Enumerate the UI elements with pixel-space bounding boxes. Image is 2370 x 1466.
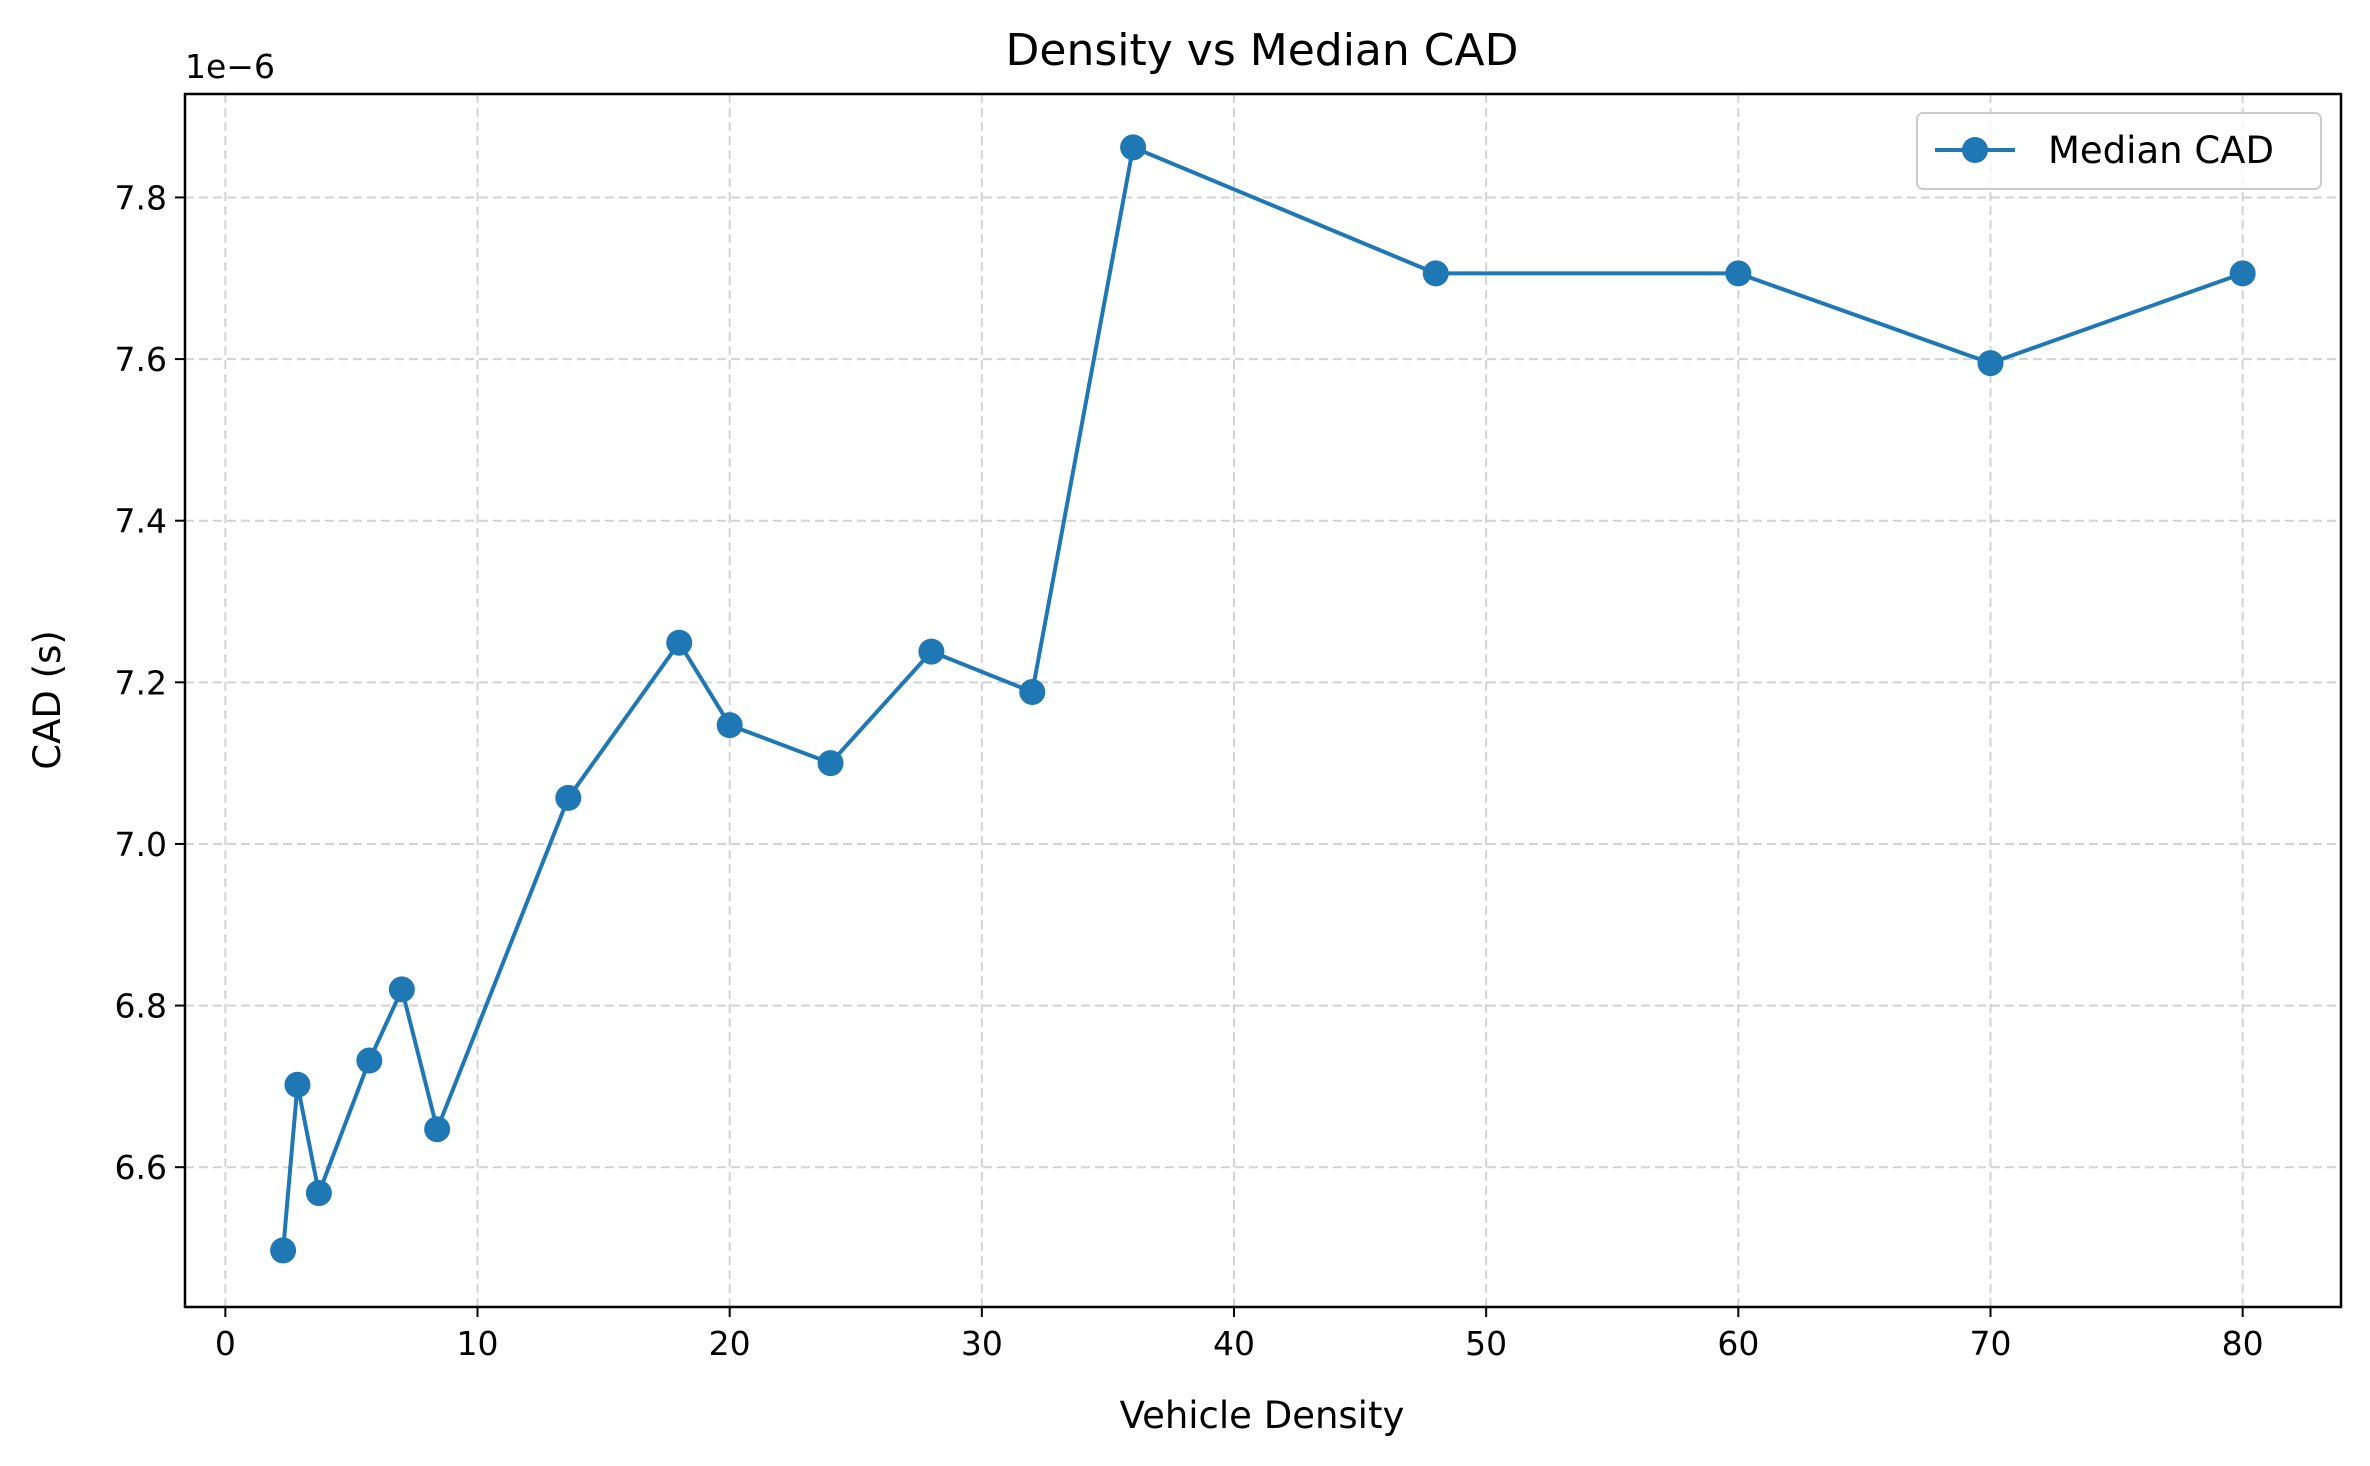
y-axis-label: CAD (s) (26, 630, 69, 770)
data-point (817, 750, 844, 777)
data-point (305, 1180, 332, 1207)
data-point (388, 976, 415, 1003)
data-point (270, 1237, 297, 1264)
x-tick-label: 10 (457, 1324, 499, 1363)
x-tick-label: 30 (961, 1324, 1003, 1363)
x-tick-label: 50 (1465, 1324, 1507, 1363)
data-point (555, 784, 582, 811)
x-tick-label: 0 (215, 1324, 236, 1363)
legend: Median CAD (1916, 112, 2322, 190)
x-tick-label: 60 (1717, 1324, 1759, 1363)
grid (185, 94, 2341, 1307)
chart-title: Density vs Median CAD (1006, 25, 1519, 76)
x-tick-label: 80 (2222, 1324, 2264, 1363)
data-point (1422, 260, 1449, 287)
data-point (666, 629, 693, 656)
y-tick-label: 7.6 (115, 340, 167, 379)
data-point (918, 638, 945, 665)
data-point (284, 1071, 311, 1098)
data-point (2229, 260, 2256, 287)
legend-marker (1962, 137, 1988, 163)
y-tick-label: 7.8 (115, 178, 167, 217)
y-offset-label: 1e−6 (185, 47, 275, 86)
y-tick-label: 7.4 (115, 502, 167, 541)
y-tick-label: 7.0 (115, 825, 167, 864)
data-point (1977, 350, 2004, 377)
data-point (356, 1047, 383, 1074)
data-point (1019, 679, 1046, 706)
x-tick-label: 70 (1969, 1324, 2011, 1363)
x-tick-label: 40 (1213, 1324, 1255, 1363)
legend-label: Median CAD (2048, 129, 2274, 172)
series-line (281, 145, 2244, 1251)
y-tick-label: 7.2 (115, 663, 167, 702)
y-tick-label: 6.8 (115, 987, 167, 1026)
y-axis: 6.6 6.8 7.0 7.2 7.4 7.6 7.8 (115, 178, 185, 1187)
data-point (1120, 134, 1147, 161)
series-layer (270, 134, 2256, 1264)
data-point (1725, 260, 1752, 287)
data-point (424, 1116, 451, 1143)
x-axis: 0 10 20 30 40 50 60 70 80 (215, 1307, 2264, 1363)
x-axis-label: Vehicle Density (1120, 1394, 1405, 1437)
data-point (716, 712, 743, 739)
legend-box (1916, 112, 2322, 190)
plot-frame (183, 92, 2343, 1309)
x-tick-label: 20 (709, 1324, 751, 1363)
y-tick-label: 6.6 (115, 1148, 167, 1187)
